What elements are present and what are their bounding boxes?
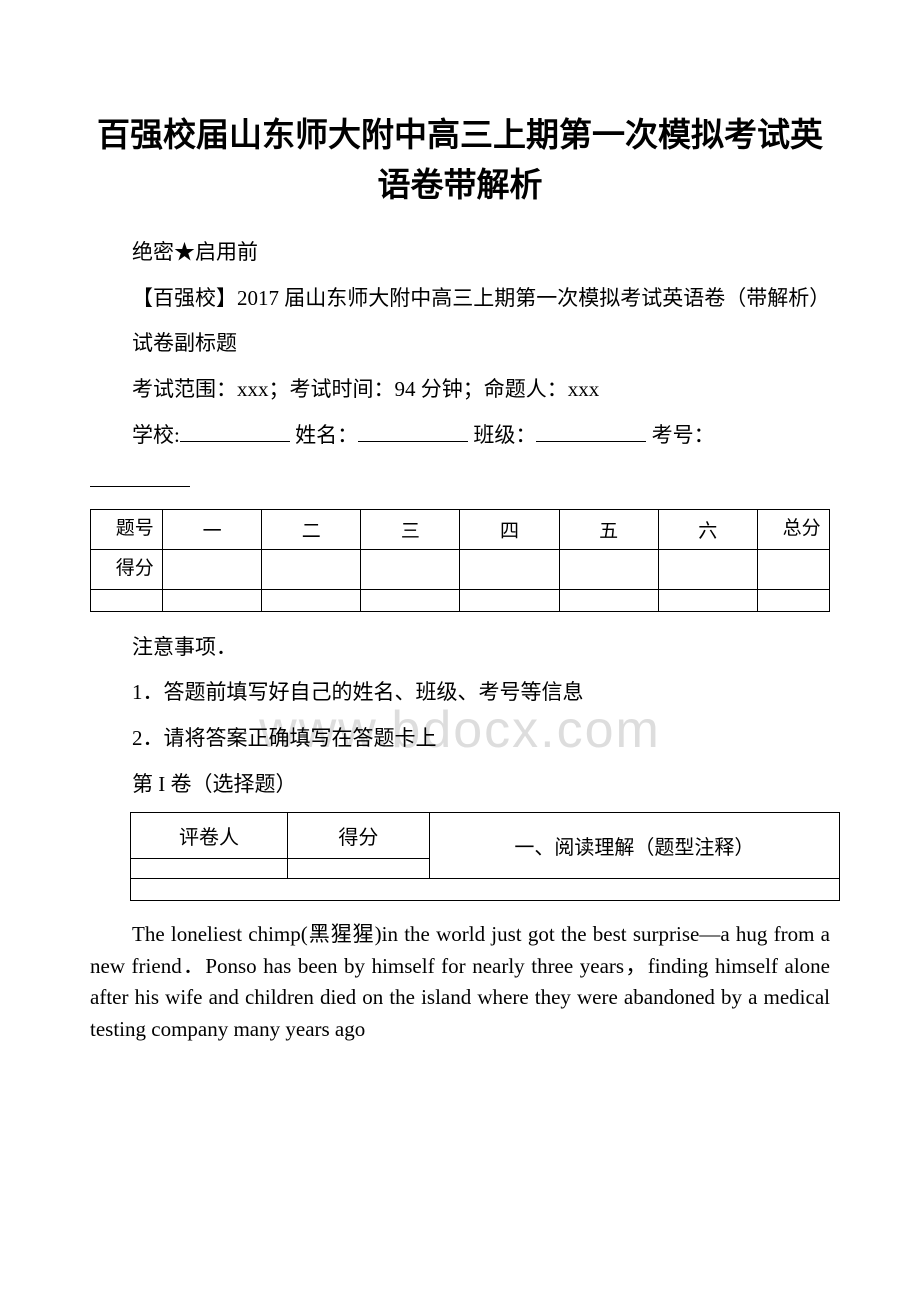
- bracket-line: 【百强校】2017 届山东师大附中高三上期第一次模拟考试英语卷（带解析）: [90, 281, 830, 317]
- empty-cell: [163, 589, 262, 611]
- reading-passage: The loneliest chimp(黑猩猩)in the world jus…: [90, 919, 830, 1045]
- col-header: 六: [658, 510, 757, 550]
- score-cell[interactable]: [287, 859, 429, 879]
- secret-line: 绝密★启用前: [90, 235, 830, 271]
- empty-cell: [91, 589, 163, 611]
- grader-cell[interactable]: [131, 859, 288, 879]
- row-label-score: 得分: [91, 550, 163, 590]
- blank-examno[interactable]: [90, 464, 190, 487]
- grader-header: 评卷人: [131, 813, 288, 859]
- score-cell[interactable]: [361, 550, 460, 590]
- label-class: 班级：: [473, 423, 536, 447]
- empty-cell: [757, 589, 829, 611]
- table-row: [131, 879, 840, 901]
- col-header: 二: [262, 510, 361, 550]
- range-line: 考试范围：xxx；考试时间：94 分钟；命题人：xxx: [90, 372, 830, 408]
- notice-heading: 注意事项．: [90, 630, 830, 666]
- score-table: 题号 一 二 三 四 五 六 总分 得分: [90, 509, 830, 612]
- notice-item-1: 1．答题前填写好自己的姓名、班级、考号等信息: [90, 675, 830, 711]
- blank-name[interactable]: [358, 419, 468, 442]
- col-header: 三: [361, 510, 460, 550]
- blank-school[interactable]: [180, 419, 290, 442]
- document-content: 百强校届山东师大附中高三上期第一次模拟考试英语卷带解析 绝密★启用前 【百强校】…: [90, 110, 830, 1045]
- col-total: 总分: [757, 510, 829, 550]
- table-row: 得分: [91, 550, 830, 590]
- empty-cell: [361, 589, 460, 611]
- student-info-line: 学校: 姓名： 班级： 考号：: [90, 418, 830, 454]
- score-cell[interactable]: [262, 550, 361, 590]
- notice-item-2: 2．请将答案正确填写在答题卡上: [90, 721, 830, 757]
- subtitle-line: 试卷副标题: [90, 326, 830, 362]
- page-title: 百强校届山东师大附中高三上期第一次模拟考试英语卷带解析: [90, 110, 830, 209]
- table-row: 题号 一 二 三 四 五 六 总分: [91, 510, 830, 550]
- table-row: 评卷人 得分 一、阅读理解（题型注释）: [131, 813, 840, 859]
- blank-class[interactable]: [536, 419, 646, 442]
- score-cell[interactable]: [163, 550, 262, 590]
- section-table: 评卷人 得分 一、阅读理解（题型注释）: [130, 812, 840, 901]
- section-1-heading: 第 I 卷（选择题）: [90, 767, 830, 803]
- label-school: 学校:: [132, 423, 180, 447]
- empty-cell: [658, 589, 757, 611]
- empty-cell: [559, 589, 658, 611]
- col-header: 四: [460, 510, 559, 550]
- empty-cell: [131, 879, 840, 901]
- score-cell[interactable]: [757, 550, 829, 590]
- col-header: 一: [163, 510, 262, 550]
- table-row: [91, 589, 830, 611]
- score-cell[interactable]: [658, 550, 757, 590]
- col-header: 五: [559, 510, 658, 550]
- section-name: 一、阅读理解（题型注释）: [429, 813, 839, 879]
- row-label-question: 题号: [91, 510, 163, 550]
- score-cell[interactable]: [559, 550, 658, 590]
- label-name: 姓名：: [295, 423, 358, 447]
- score-cell[interactable]: [460, 550, 559, 590]
- examno-blank-row: [90, 463, 830, 499]
- empty-cell: [262, 589, 361, 611]
- empty-cell: [460, 589, 559, 611]
- score-header: 得分: [287, 813, 429, 859]
- label-examno: 考号：: [652, 423, 715, 447]
